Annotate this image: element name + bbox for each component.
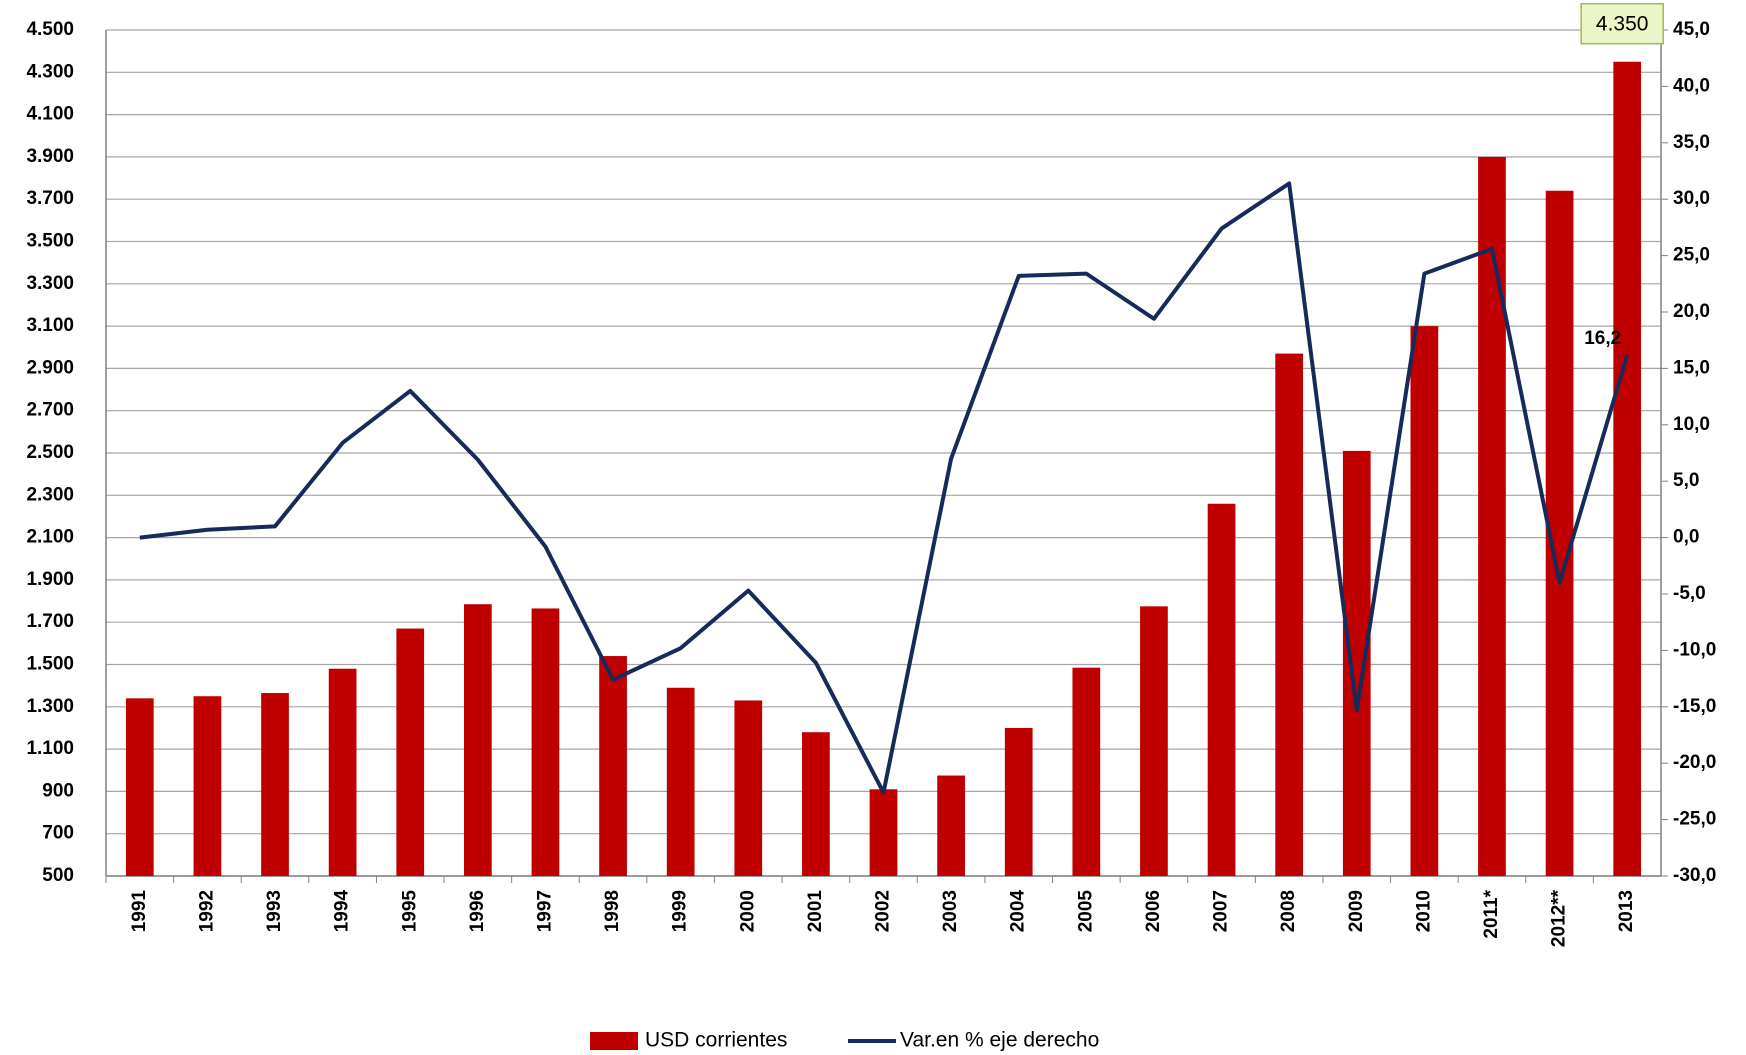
bar [1207, 503, 1236, 876]
y2-tick-label: 45,0 [1673, 19, 1710, 40]
bar [531, 608, 560, 876]
y2-tick-label: 5,0 [1673, 470, 1699, 491]
bar [802, 732, 830, 876]
bar [1072, 667, 1101, 876]
x-tick-label: 2013 [1616, 890, 1637, 932]
bar [937, 775, 965, 876]
y2-tick-label: -20,0 [1673, 752, 1716, 773]
y-tick-label: 4.300 [26, 61, 74, 82]
data-label: 16,2 [1584, 328, 1621, 349]
y-tick-label: 3.700 [26, 188, 74, 209]
bar [261, 693, 289, 876]
y-tick-label: 2.300 [26, 484, 74, 505]
bar [1275, 353, 1304, 877]
x-tick-label: 1993 [264, 890, 285, 932]
bar [1410, 326, 1439, 877]
y-tick-label: 3.900 [26, 146, 74, 167]
x-tick-label: 2008 [1278, 890, 1299, 932]
y2-tick-label: -10,0 [1673, 639, 1716, 660]
bar [1004, 727, 1033, 876]
y2-tick-label: 40,0 [1673, 75, 1710, 96]
y-tick-label: 3.100 [26, 315, 74, 336]
y-tick-label: 700 [42, 823, 74, 844]
x-tick-label: 2003 [940, 890, 961, 932]
x-tick-label: 1995 [399, 890, 420, 933]
x-tick-label: 2005 [1075, 890, 1096, 933]
y2-tick-label: 20,0 [1673, 301, 1710, 322]
bar [1140, 606, 1168, 876]
y2-tick-label: -30,0 [1673, 865, 1716, 886]
legend-label: USD corrientes [645, 1029, 787, 1052]
bar [1478, 156, 1506, 876]
y-tick-label: 2.500 [26, 442, 74, 463]
y2-tick-label: 25,0 [1673, 245, 1710, 266]
x-tick-label: 1998 [602, 890, 623, 932]
bar [1613, 61, 1642, 877]
y-tick-label: 1.700 [26, 611, 74, 632]
bar [1342, 450, 1371, 876]
y-tick-label: 1.300 [26, 696, 74, 717]
bar [666, 687, 695, 876]
bar [125, 698, 154, 876]
bar [463, 604, 492, 876]
data-label: 4.350 [1596, 12, 1649, 35]
bar [869, 789, 898, 876]
x-tick-label: 2000 [737, 890, 758, 932]
y-tick-label: 2.100 [26, 527, 74, 548]
data-label-box [1580, 2, 1664, 45]
y-tick-label: 500 [42, 865, 74, 886]
x-tick-label: 1994 [332, 890, 353, 933]
y-tick-label: 1.100 [26, 738, 74, 759]
legend-swatch [590, 1032, 638, 1050]
x-tick-label: 1991 [129, 890, 150, 933]
line [139, 181, 1630, 795]
bar [396, 628, 425, 876]
y-tick-label: 2.900 [26, 357, 74, 378]
y-tick-label: 4.500 [26, 19, 74, 40]
x-tick-label: 2002 [873, 890, 894, 932]
x-tick-label: 1997 [534, 890, 555, 932]
bar [328, 668, 357, 876]
x-tick-label: 1999 [670, 890, 691, 932]
y-tick-label: 900 [42, 780, 74, 801]
x-tick-label: 1996 [467, 890, 488, 932]
y2-tick-label: -5,0 [1673, 583, 1706, 604]
y2-tick-label: -25,0 [1673, 809, 1716, 830]
y2-tick-label: -15,0 [1673, 696, 1716, 717]
x-tick-label: 2007 [1211, 890, 1232, 932]
y2-tick-label: 0,0 [1673, 527, 1699, 548]
y2-tick-label: 15,0 [1673, 357, 1710, 378]
y-tick-label: 4.100 [26, 104, 74, 125]
y-tick-label: 3.500 [26, 231, 74, 252]
y-tick-label: 3.300 [26, 273, 74, 294]
x-tick-label: 2012** [1549, 889, 1570, 947]
x-tick-label: 2011* [1481, 889, 1502, 938]
bar [734, 700, 763, 876]
x-tick-label: 2010 [1413, 890, 1434, 932]
bar [599, 656, 627, 876]
y2-tick-label: 30,0 [1673, 188, 1710, 209]
x-tick-label: 1992 [196, 890, 217, 932]
y-tick-label: 1.500 [26, 654, 74, 675]
x-tick-label: 2006 [1143, 890, 1164, 932]
bar [193, 696, 222, 876]
legend-label: Var.en % eje derecho [900, 1029, 1099, 1052]
x-tick-label: 2009 [1346, 890, 1367, 932]
y-tick-label: 1.900 [26, 569, 74, 590]
y2-tick-label: 10,0 [1673, 414, 1710, 435]
y-tick-label: 2.700 [26, 400, 74, 421]
x-tick-label: 2001 [805, 890, 826, 933]
x-tick-label: 2004 [1008, 890, 1029, 933]
y2-tick-label: 35,0 [1673, 132, 1710, 153]
